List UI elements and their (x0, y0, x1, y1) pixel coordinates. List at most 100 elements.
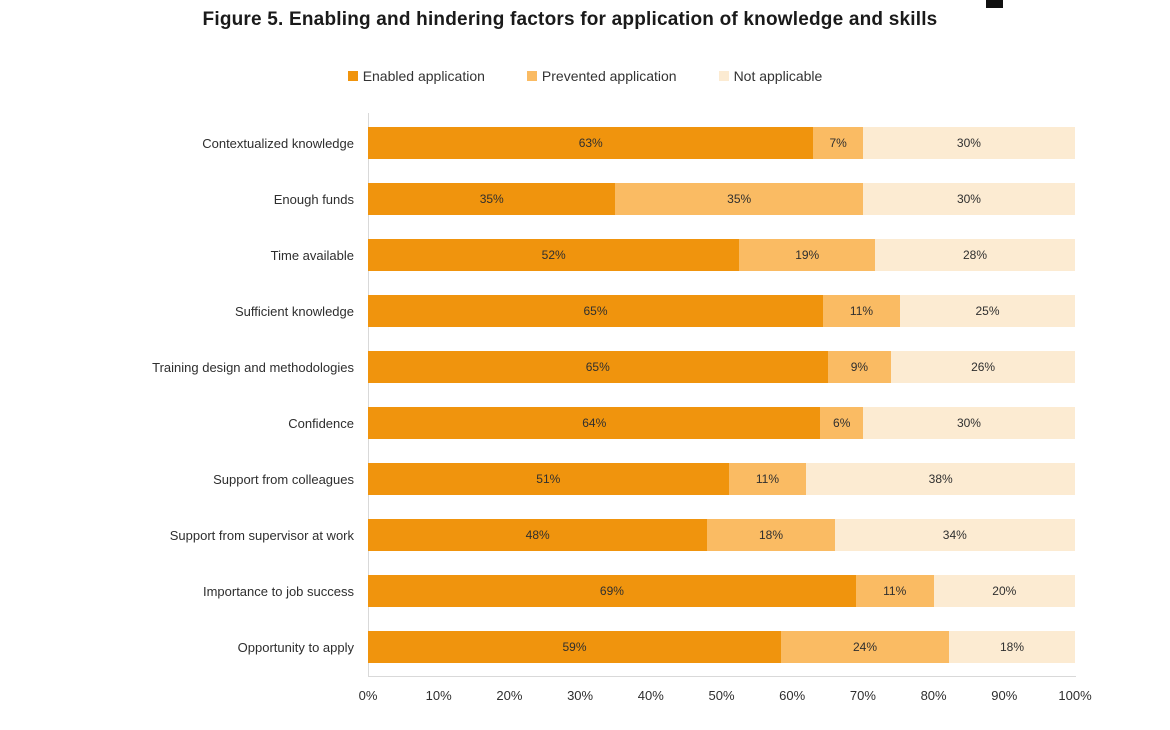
bar-segment: 34% (834, 519, 1075, 551)
bar-value-label: 11% (755, 472, 780, 486)
bar-segment: 65% (368, 351, 828, 383)
bar-value-label: 20% (992, 584, 1017, 598)
bar-track: 35% 35% 30% (368, 183, 1075, 215)
bar-segment: 30% (862, 127, 1075, 159)
bar-value-label: 28% (963, 248, 988, 262)
category-label: Time available (270, 247, 354, 263)
bar-value-label: 11% (883, 584, 907, 598)
bar-track: 59% 24% 18% (368, 631, 1075, 663)
category-label: Confidence (288, 415, 354, 431)
bar-value-label: 30% (956, 192, 981, 206)
bar-segment: 65% (368, 295, 823, 327)
bar-segment: 20% (933, 575, 1075, 607)
bar-row: Sufficient knowledge 65% 11% 25% (0, 283, 1075, 339)
x-axis-tick-label: 40% (637, 688, 664, 703)
bar-segment: 48% (368, 519, 708, 551)
bar-segment: 26% (891, 351, 1075, 383)
legend-swatch (526, 71, 537, 81)
bar-segment: 28% (875, 239, 1075, 271)
legend-label: Prevented application (541, 68, 677, 84)
bar-value-label: 18% (758, 528, 783, 542)
legend-label: Enabled application (362, 68, 485, 84)
bar-value-label: 35% (479, 192, 504, 206)
bar-segment: 18% (949, 631, 1075, 663)
bar-track: 52% 19% 28% (368, 239, 1075, 271)
bar-track: 65% 9% 26% (368, 351, 1075, 383)
bar-segment: 19% (739, 239, 876, 271)
bar-row: Confidence 64% 6% 30% (0, 395, 1075, 451)
bar-value-label: 34% (942, 528, 967, 542)
category-label: Contextualized knowledge (202, 135, 354, 151)
x-axis-tick-label: 30% (567, 688, 594, 703)
bar-segment: 59% (368, 631, 781, 663)
bar-row: Importance to job success 69% 11% 20% (0, 563, 1075, 619)
bar-value-label: 59% (562, 640, 587, 654)
figure-title: Figure 5. Enabling and hindering factors… (202, 9, 938, 30)
bar-segment: 11% (728, 463, 807, 495)
category-label: Training design and methodologies (152, 359, 354, 375)
x-axis-line (368, 676, 1076, 677)
bar-segment: 7% (813, 127, 863, 159)
legend-item: Not applicable (718, 68, 823, 84)
x-axis-tick-label: 70% (849, 688, 876, 703)
bar-track: 51% 11% 38% (368, 463, 1075, 495)
bar-value-label: 64% (582, 416, 607, 430)
bar-segment: 52% (368, 239, 740, 271)
bar-segment: 30% (862, 407, 1075, 439)
bar-segment: 35% (615, 183, 863, 215)
bar-segment: 30% (862, 183, 1075, 215)
y-axis-line (368, 113, 369, 677)
bar-track: 69% 11% 20% (368, 575, 1075, 607)
x-axis-tick-label: 80% (920, 688, 947, 703)
legend-swatch (718, 71, 729, 81)
bar-value-label: 26% (971, 360, 996, 374)
bar-value-label: 52% (541, 248, 566, 262)
bar-segment: 38% (806, 463, 1075, 495)
legend-item: Enabled application (347, 68, 485, 84)
bar-row: Contextualized knowledge 63% 7% 30% (0, 115, 1075, 171)
bar-value-label: 6% (833, 416, 851, 430)
bar-segment: 9% (827, 351, 892, 383)
bar-value-label: 48% (525, 528, 550, 542)
bar-row: Time available 52% 19% 28% (0, 227, 1075, 283)
bar-value-label: 51% (536, 472, 561, 486)
bar-value-label: 35% (727, 192, 752, 206)
bar-segment: 51% (368, 463, 729, 495)
bar-track: 48% 18% 34% (368, 519, 1075, 551)
bar-row: Opportunity to apply 59% 24% 18% (0, 619, 1075, 675)
x-axis-tick-label: 100% (1058, 688, 1092, 703)
bar-segment: 18% (707, 519, 835, 551)
bar-segment: 11% (855, 575, 934, 607)
bar-value-label: 11% (849, 304, 874, 318)
bar-value-label: 63% (578, 136, 603, 150)
category-label: Support from colleagues (213, 471, 354, 487)
chart-plot-area: Contextualized knowledge 63% 7% 30% Enough f… (0, 115, 1075, 675)
bar-row: Training design and methodologies 65% 9% 26… (0, 339, 1075, 395)
bar-segment: 35% (368, 183, 616, 215)
x-axis-tick-label: 20% (496, 688, 523, 703)
bar-segment: 64% (368, 407, 821, 439)
bar-value-label: 30% (956, 136, 981, 150)
x-axis-tick-label: 50% (708, 688, 735, 703)
bar-segment: 69% (368, 575, 856, 607)
x-axis-tick-label: 0% (358, 688, 378, 703)
bar-track: 63% 7% 30% (368, 127, 1075, 159)
bar-row: Enough funds 35% 35% 30% (0, 171, 1075, 227)
bar-track: 64% 6% 30% (368, 407, 1075, 439)
bar-value-label: 9% (850, 360, 869, 374)
legend-label: Not applicable (733, 68, 823, 84)
bar-value-label: 25% (975, 304, 1000, 318)
legend-item: Prevented application (526, 68, 677, 84)
bar-segment: 11% (823, 295, 900, 327)
bar-value-label: 19% (795, 248, 820, 262)
bar-value-label: 18% (999, 640, 1025, 654)
bar-value-label: 38% (928, 472, 953, 486)
category-label: Opportunity to apply (237, 639, 354, 655)
category-label: Enough funds (273, 191, 354, 207)
x-axis-tick-label: 60% (779, 688, 806, 703)
bar-segment: 6% (820, 407, 863, 439)
x-axis-tick-label: 90% (991, 688, 1018, 703)
bar-row: Support from supervisor at work 48% 18% 34% (0, 507, 1075, 563)
bar-value-label: 30% (956, 416, 981, 430)
bar-segment: 24% (781, 631, 949, 663)
